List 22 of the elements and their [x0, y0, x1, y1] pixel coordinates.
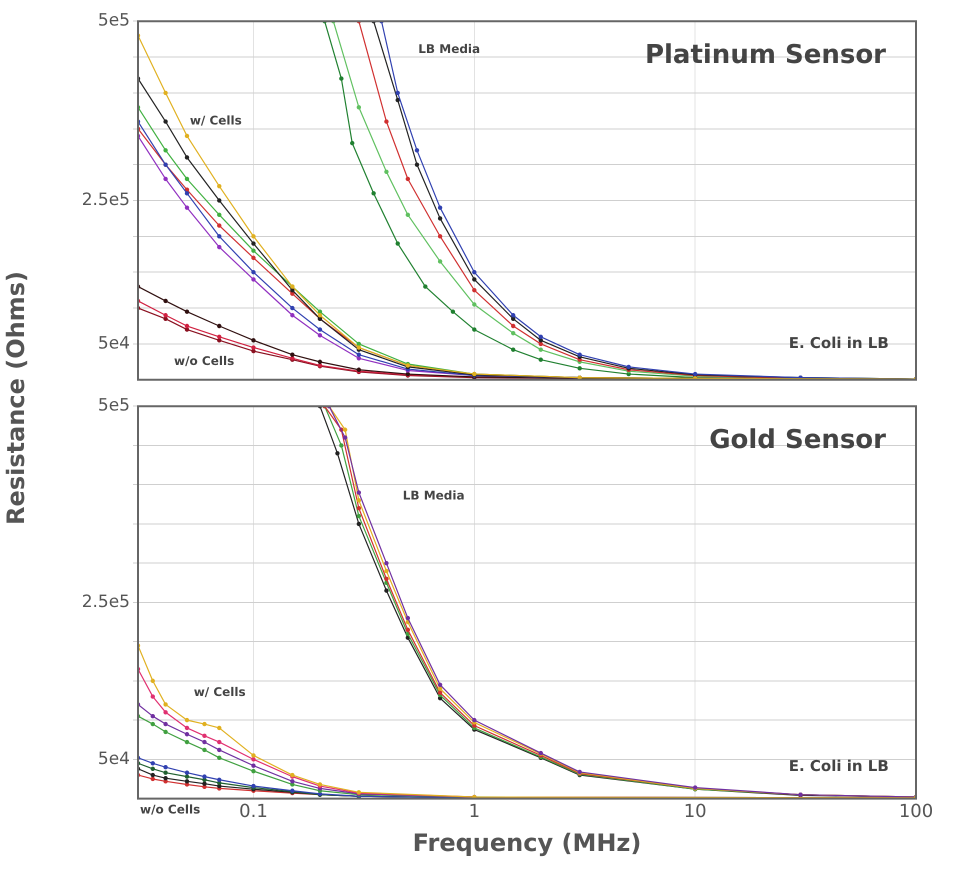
annotation: w/o Cells	[174, 354, 234, 368]
text: Platinum Sensor	[644, 40, 886, 70]
annotation: LB Media	[402, 488, 465, 503]
x-axis-title: Frequency (MHz)	[412, 828, 642, 857]
x-tick-label: 0.1	[239, 801, 268, 822]
x-tick-label: 100	[898, 801, 934, 822]
annotation: LB Media	[418, 42, 480, 56]
annotation: E. Coli in LB	[788, 757, 889, 776]
annotation: E. Coli in LB	[788, 334, 889, 352]
y-tick-label: 5e5	[98, 10, 130, 31]
x-tick-label: 1	[468, 801, 480, 822]
y-tick-label: 5e5	[98, 396, 130, 416]
y-tick-label: 2.5e5	[82, 592, 130, 612]
annotation: w/ Cells	[194, 684, 246, 699]
y-axis-title: Resistance (Ohms)	[2, 271, 30, 525]
x-tick-label: 10	[684, 801, 707, 822]
y-tick-label: 5e4	[98, 333, 130, 354]
text: w/o Cells	[140, 802, 200, 816]
annotation: w/ Cells	[190, 114, 242, 128]
y-tick-label: 2.5e5	[82, 190, 130, 210]
text: Gold Sensor	[709, 424, 886, 455]
y-tick-label: 5e4	[98, 748, 130, 769]
